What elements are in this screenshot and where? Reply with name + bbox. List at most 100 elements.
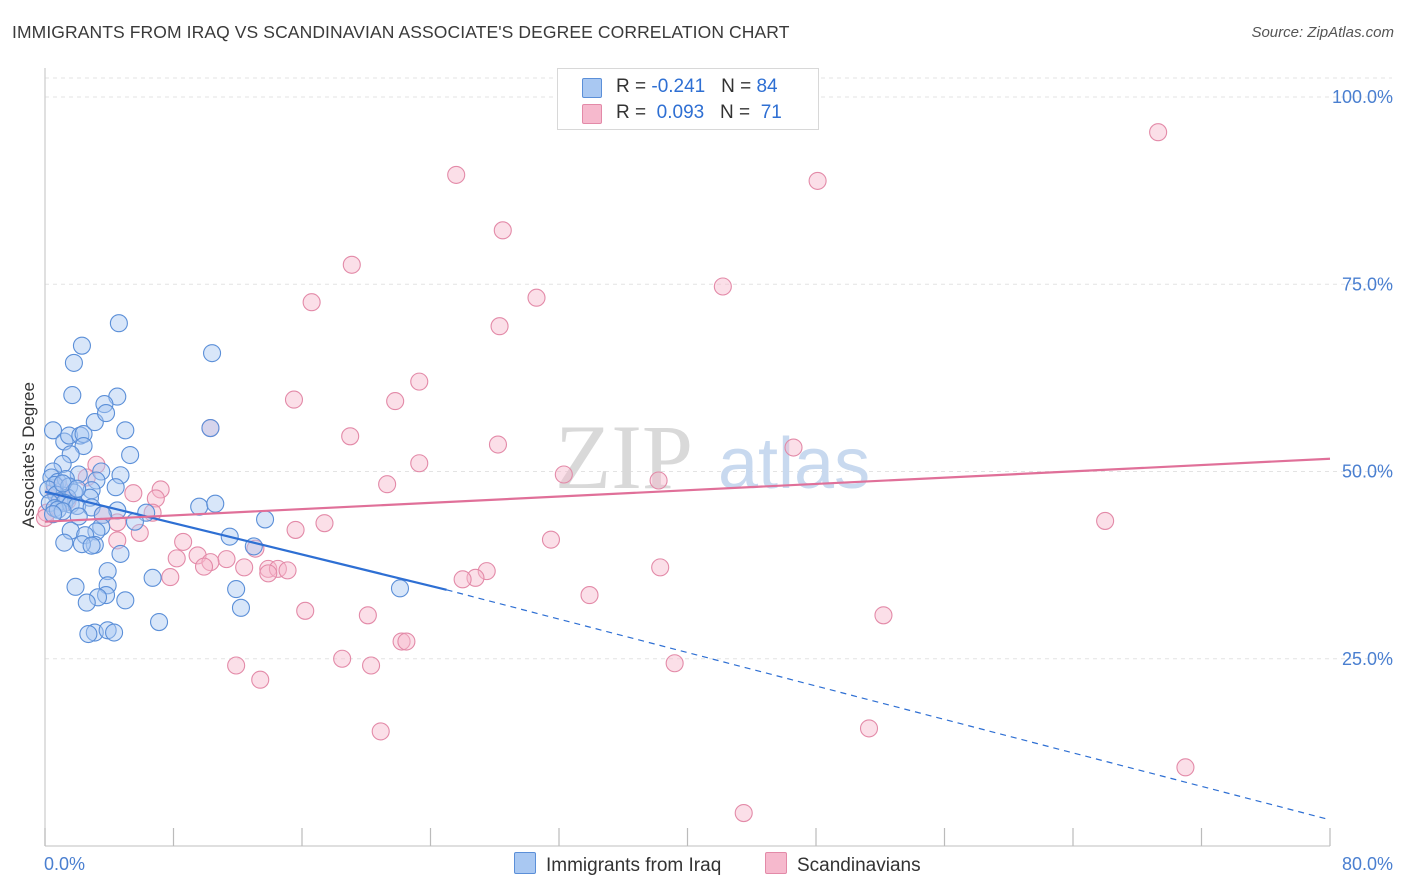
point-scandinavians (284, 390, 304, 409)
series-iraq (39, 314, 410, 644)
point-iraq (88, 588, 108, 607)
legend-text-scandinavians: R = 0.093 N = 71 (616, 102, 782, 124)
point-iraq (256, 510, 275, 529)
point-iraq (206, 494, 225, 513)
point-scandinavians (1176, 758, 1195, 777)
point-iraq (111, 544, 130, 563)
point-iraq (231, 598, 251, 617)
point-iraq (74, 436, 93, 456)
axes (44, 68, 1331, 847)
point-scandinavians (362, 656, 381, 675)
point-scandinavians (194, 557, 214, 576)
point-scandinavians (333, 649, 352, 668)
point-scandinavians (217, 550, 236, 569)
legend-swatch-scandinavians (582, 104, 602, 124)
trend-line-scandinavians (44, 457, 1331, 523)
point-iraq (121, 445, 140, 465)
point-scandinavians (713, 277, 732, 296)
point-iraq (71, 426, 90, 445)
point-iraq (92, 462, 111, 481)
legend-r-label: R = (616, 102, 652, 123)
legend-text-iraq: R = -0.241 N = 84 (616, 76, 778, 98)
point-scandinavians (296, 601, 315, 620)
point-iraq (190, 497, 209, 516)
y-tick-label: 100.0% (1332, 87, 1393, 107)
y-tick-label: 75.0% (1342, 274, 1393, 294)
point-iraq (53, 474, 72, 493)
point-scandinavians (278, 561, 297, 580)
point-scandinavians (315, 514, 334, 533)
point-iraq (227, 580, 246, 599)
point-scandinavians (665, 654, 684, 673)
legend-r-label: R = (616, 76, 652, 97)
legend: R = -0.241 N = 84 R = 0.093 N = 71 (557, 68, 819, 130)
point-scandinavians (386, 392, 405, 411)
point-iraq (43, 505, 63, 524)
y-axis-label: Associate's Degree (19, 382, 38, 528)
x-tick-label: 0.0% (44, 854, 85, 874)
x-tick-label: 80.0% (1342, 854, 1393, 874)
chart-title: IMMIGRANTS FROM IRAQ VS SCANDINAVIAN ASS… (12, 22, 790, 42)
point-scandinavians (453, 570, 472, 589)
point-iraq (98, 562, 117, 581)
point-iraq (95, 395, 114, 414)
point-scandinavians (161, 568, 180, 587)
point-scandinavians (108, 531, 127, 550)
tick-labels: 25.0% 50.0% 75.0% 100.0% 0.0% 80.0% (44, 87, 1393, 874)
point-scandinavians (235, 558, 254, 577)
point-scandinavians (734, 803, 753, 823)
point-scandinavians (874, 606, 893, 625)
point-iraq (105, 623, 124, 642)
point-iraq (109, 314, 128, 333)
point-scandinavians (358, 606, 377, 625)
point-scandinavians (286, 520, 305, 539)
point-iraq (143, 568, 162, 587)
legend-n-label: N = (721, 76, 757, 97)
point-scandinavians (784, 438, 803, 457)
point-scandinavians (130, 523, 149, 542)
point-iraq (111, 466, 130, 485)
bottom-legend-scandinavians: Scandinavians (765, 852, 921, 877)
legend-n-value-scandinavians: 71 (755, 102, 782, 123)
point-iraq (87, 522, 106, 541)
point-scandinavians (447, 165, 466, 184)
point-iraq (64, 353, 83, 372)
bottom-legend-swatch-iraq (514, 852, 536, 874)
point-scandinavians (167, 549, 186, 568)
point-iraq (106, 478, 125, 497)
point-scandinavians (341, 427, 360, 446)
legend-r-value-iraq: -0.241 (651, 76, 706, 97)
legend-row-iraq: R = -0.241 N = 84 (582, 76, 778, 100)
trend-line-iraq (44, 490, 447, 591)
point-iraq (203, 344, 222, 363)
watermark-atlas: atlas (718, 424, 870, 504)
point-scandinavians (493, 221, 512, 240)
point-scandinavians (259, 564, 278, 583)
point-scandinavians (1096, 511, 1115, 530)
legend-n-value-iraq: 84 (756, 76, 778, 97)
point-iraq (390, 579, 410, 598)
point-scandinavians (151, 480, 170, 499)
point-scandinavians (227, 656, 246, 675)
point-scandinavians (174, 532, 193, 551)
point-scandinavians (488, 435, 508, 454)
point-iraq (87, 471, 106, 490)
bottom-legend-label-iraq: Immigrants from Iraq (546, 855, 722, 876)
point-iraq (72, 535, 91, 554)
y-tick-label: 25.0% (1342, 649, 1393, 669)
point-iraq (63, 386, 82, 405)
point-scandinavians (649, 471, 668, 490)
point-scandinavians (146, 489, 165, 508)
watermark: ZIP atlas (555, 406, 870, 508)
point-iraq (43, 421, 63, 440)
point-scandinavians (342, 255, 361, 274)
point-scandinavians (302, 293, 321, 312)
point-iraq (79, 624, 98, 644)
trend-line-iraq-extrapolated (446, 589, 1331, 821)
point-scandinavians (397, 632, 416, 651)
point-scandinavians (378, 475, 397, 494)
point-iraq (68, 479, 87, 498)
point-iraq (116, 591, 135, 610)
point-scandinavians (1149, 123, 1168, 142)
